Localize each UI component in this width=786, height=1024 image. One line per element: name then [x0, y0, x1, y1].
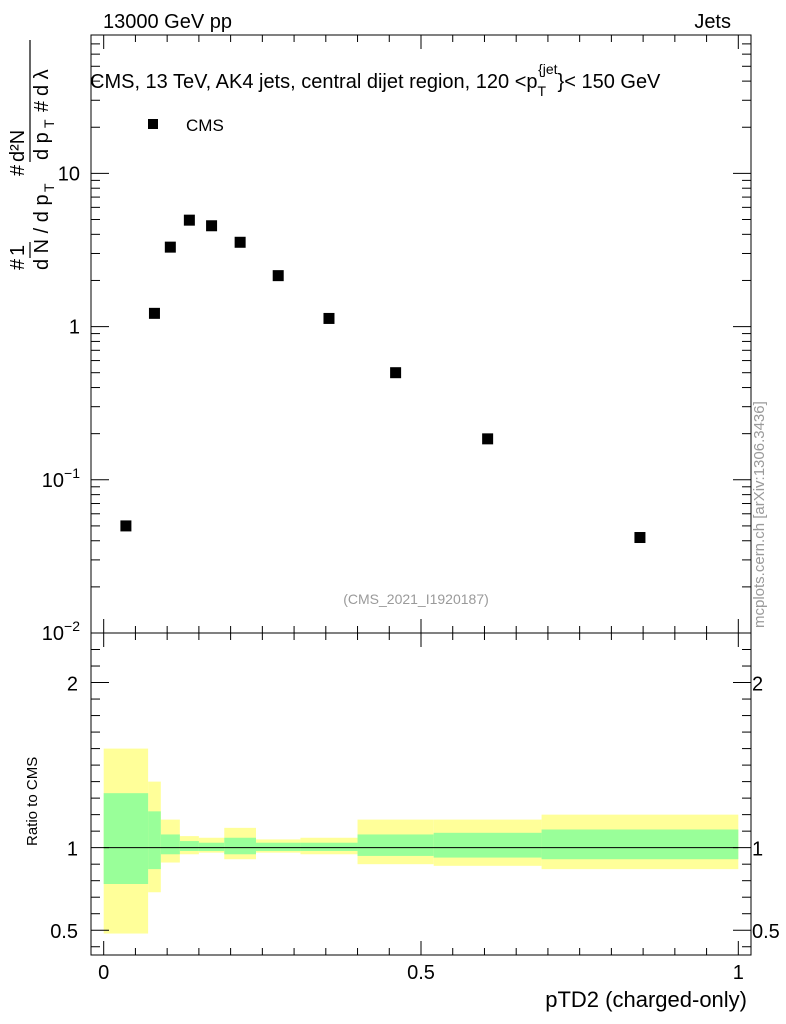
y-tick-label: 10−2: [42, 618, 80, 645]
inner-band-bin: [541, 829, 739, 860]
svg-text:d²N: d²N: [7, 130, 29, 162]
ratio-y-tick-label: 0.5: [50, 921, 78, 943]
data-point: [120, 520, 132, 532]
svg-text:#: #: [7, 258, 29, 270]
ratio-y-tick-label: 2: [67, 674, 78, 696]
ratio-y-tick-label-right: 2: [752, 674, 763, 696]
svg-text:1: 1: [7, 245, 29, 256]
inner-band-bin: [148, 811, 161, 870]
ratio-panel: 0.5 0.51 12 2 0 0.5 1 Ratio to CMS pTD2 (char…: [24, 632, 780, 1012]
ratio-bands: [103, 748, 739, 934]
x-tick-labels: 0 0.5 1: [98, 962, 744, 984]
inner-band-bin: [198, 842, 225, 851]
watermark: mcplots.cern.ch [arXiv:1306.3436]: [751, 401, 768, 628]
legend-marker: [148, 119, 158, 129]
inner-band-bin: [256, 842, 301, 851]
inner-band-bin: [103, 793, 149, 884]
main-y-axis-label: # 1 d N / d p T # d²N d p T # d λ: [7, 40, 57, 270]
svg-text:d λ: d λ: [31, 69, 53, 96]
y-tick-label: 10: [58, 163, 80, 185]
inner-band-bin: [433, 832, 542, 858]
data-point: [634, 532, 646, 544]
inner-band-bin: [300, 842, 358, 851]
main-axis-ticks: [91, 34, 751, 634]
svg-text:T: T: [41, 119, 57, 128]
data-point: [164, 241, 176, 253]
analysis-id: (CMS_2021_I1920187): [343, 591, 489, 607]
header-energy: 13000 GeV pp: [103, 11, 232, 33]
data-point: [183, 214, 195, 226]
legend-label: CMS: [186, 116, 224, 135]
data-point: [234, 236, 246, 248]
svg-text:#: #: [31, 100, 53, 112]
x-tick-label: 0: [98, 962, 109, 984]
data-point: [206, 220, 218, 232]
plot-title: CMS, 13 TeV, AK4 jets, central dijet reg…: [90, 61, 661, 99]
ratio-frame: [90, 632, 752, 956]
x-tick-label: 0.5: [407, 962, 435, 984]
x-axis-label: pTD2 (charged-only): [545, 987, 747, 1012]
y-tick-label: 10−1: [42, 465, 80, 492]
svg-text:#: #: [7, 164, 29, 176]
ratio-y-tick-label: 1: [67, 839, 78, 861]
data-points: [120, 214, 646, 544]
header-jets: Jets: [694, 11, 731, 33]
ratio-y-tick-labels: 0.5 0.5 1 1 2 2: [50, 674, 780, 944]
inner-band-bin: [357, 834, 434, 856]
data-point: [390, 367, 402, 379]
ratio-axis-ticks: [91, 633, 751, 955]
ratio-y-axis-label: Ratio to CMS: [24, 757, 41, 846]
main-y-tick-labels: 10−2 10−1 1 10: [42, 163, 80, 645]
x-tick-label: 1: [733, 962, 744, 984]
ratio-y-tick-label-right: 0.5: [752, 921, 780, 943]
main-panel: 10−2 10−1 1 10 CMS, 13 TeV, AK4 jets, centr…: [7, 34, 752, 645]
inner-band-bin: [160, 834, 180, 855]
data-point: [482, 433, 494, 445]
inner-band-bin: [224, 837, 256, 855]
data-point: [272, 270, 284, 282]
svg-text:d N / d p: d N / d p: [31, 194, 53, 270]
ratio-y-tick-label-right: 1: [752, 839, 763, 861]
data-point: [148, 307, 160, 319]
y-tick-label: 1: [69, 317, 80, 339]
inner-band-bin: [179, 841, 199, 851]
svg-text:d p: d p: [31, 132, 53, 160]
svg-text:T: T: [41, 183, 57, 192]
data-point: [323, 312, 335, 324]
